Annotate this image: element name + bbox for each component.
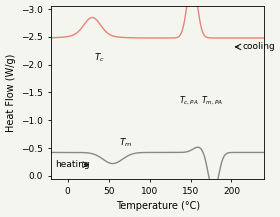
Text: cooling: cooling	[242, 42, 275, 51]
Text: $T_{c,PA}$: $T_{c,PA}$	[179, 95, 199, 107]
X-axis label: Temperature (°C): Temperature (°C)	[116, 201, 200, 211]
Text: $T_c$: $T_c$	[94, 52, 105, 64]
Text: heating: heating	[55, 160, 90, 169]
Text: $T_m$: $T_m$	[119, 136, 132, 149]
Y-axis label: Heat Flow (W/g): Heat Flow (W/g)	[6, 53, 16, 132]
Text: $T_{m,PA}$: $T_{m,PA}$	[201, 95, 223, 107]
